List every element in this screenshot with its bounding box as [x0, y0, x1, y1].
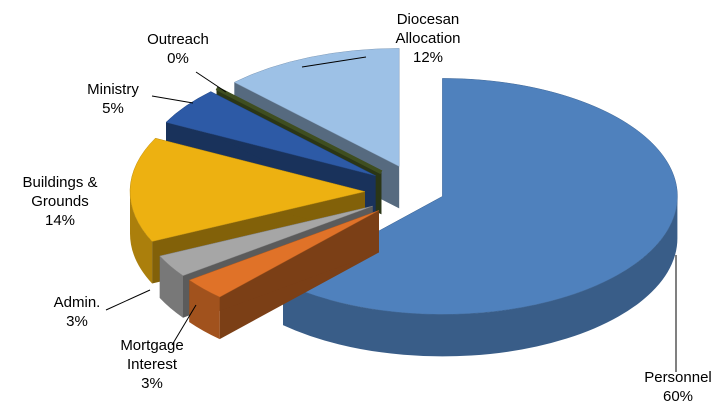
slice-label: Buildings & Grounds 14%: [5, 173, 115, 230]
leader-line: [151, 95, 194, 104]
value-label: 5%: [102, 100, 124, 117]
slice-label: Personnel 60%: [633, 368, 723, 406]
slice-top: [188, 210, 380, 298]
slice-side: [159, 256, 183, 318]
leader-line: [171, 304, 197, 346]
category-label: Ministry: [87, 81, 139, 98]
category-label: Outreach: [147, 31, 209, 48]
slice-top: [129, 137, 366, 242]
slice-top: [159, 205, 373, 276]
category-label: Buildings & Grounds: [22, 174, 98, 210]
slice-top: [165, 91, 376, 176]
category-label: Admin.: [53, 294, 101, 311]
value-label: 3%: [66, 313, 88, 330]
slice-side: [130, 191, 153, 284]
leader-line: [195, 71, 227, 93]
slice-top: [282, 78, 678, 315]
value-label: 0%: [167, 50, 189, 67]
value-label: 12%: [412, 49, 444, 66]
slice-label: Ministry 5%: [73, 80, 153, 118]
slice-label: Admin. 3%: [37, 293, 117, 331]
slice-top: [233, 48, 400, 167]
slice-wall: [189, 210, 379, 323]
slice-label: Diocesan Allocation 12%: [373, 10, 483, 67]
leader-line: [105, 289, 151, 311]
category-label: Mortgage Interest: [120, 337, 184, 373]
slice-side: [283, 196, 678, 357]
leader-line: [301, 56, 367, 68]
slice-top: [215, 86, 383, 175]
slice-label: Outreach 0%: [133, 30, 223, 68]
value-label: 14%: [44, 212, 76, 229]
slice-label: Mortgage Interest 3%: [97, 336, 207, 393]
value-label: 3%: [141, 375, 163, 392]
category-label: Diocesan Allocation: [395, 11, 461, 47]
category-label: Personnel: [644, 369, 712, 386]
slice: [188, 210, 380, 340]
value-label: 60%: [662, 388, 694, 405]
slice-side: [189, 280, 220, 340]
